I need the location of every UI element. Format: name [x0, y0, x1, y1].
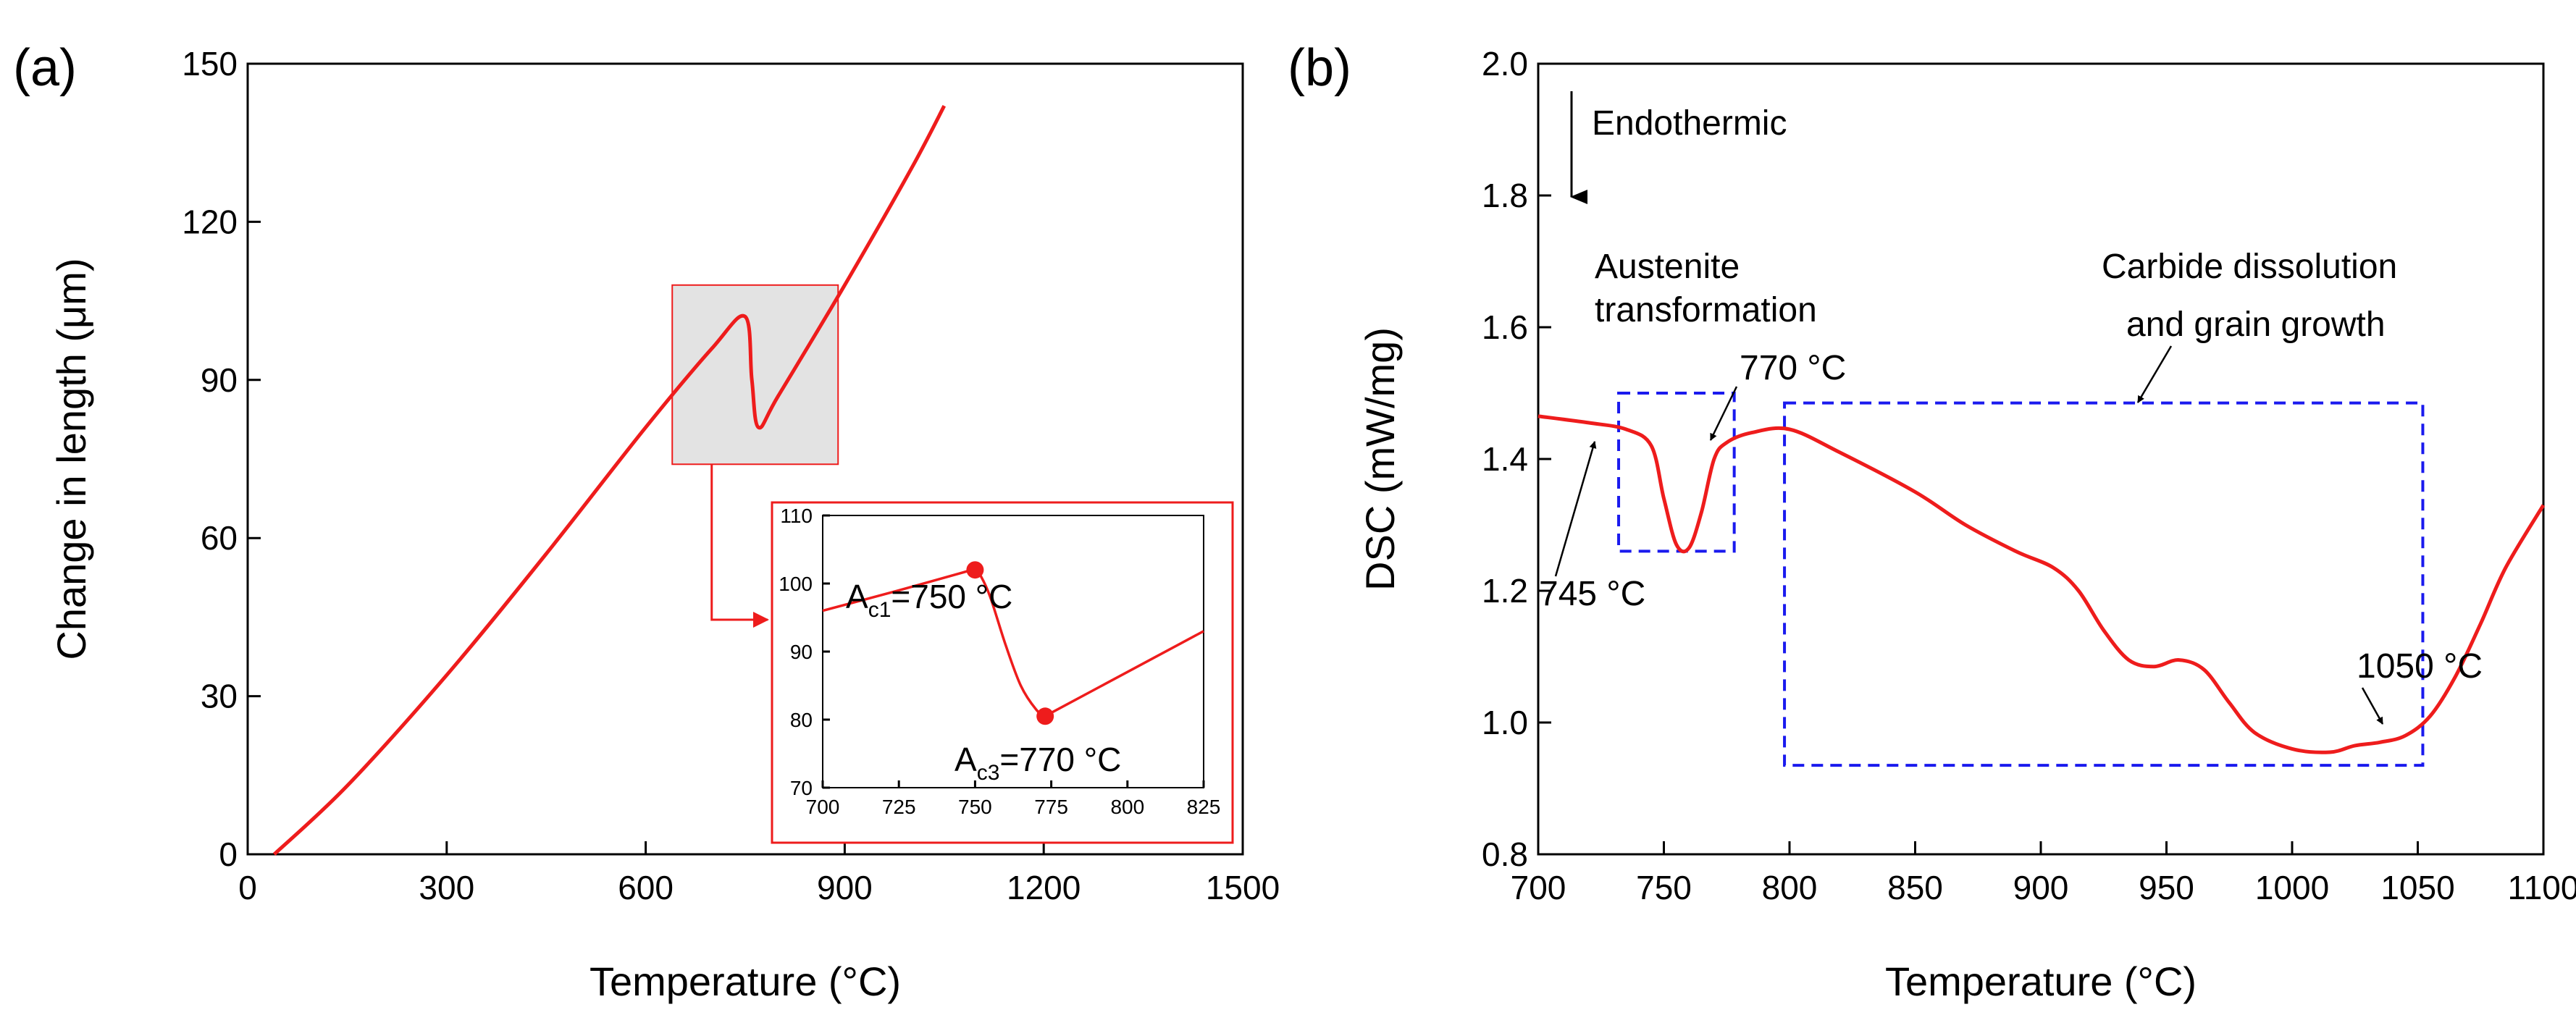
panel-a-x-tick-label: 1200	[1007, 869, 1081, 906]
austenite-label-line1: Austenite	[1595, 248, 1740, 286]
inset-x-tick-label: 750	[958, 796, 992, 818]
inset-series-line	[822, 568, 1204, 719]
panel-b-x-tick-label: 1100	[2508, 869, 2576, 906]
panel-b-x-tick-label: 1000	[2255, 869, 2329, 906]
carbide-label-line1: Carbide dissolution	[2102, 248, 2397, 286]
panel-b-y-tick-label: 0.8	[1482, 835, 1528, 873]
panel-b-y-tick-label: 1.8	[1482, 177, 1528, 214]
panel-b-label: (b)	[1288, 39, 1351, 97]
ac1-label: Ac1=750 °C	[846, 578, 1012, 622]
panel-b-x-ticks: 700 750 800 850 900 950 1000 1050 1100	[1511, 841, 2576, 906]
inset-y-tick-label: 80	[790, 709, 813, 731]
inset-y-tick-label: 90	[790, 641, 813, 663]
panel-b-y-tick-label: 1.0	[1482, 704, 1528, 741]
panel-b-frame	[1537, 62, 2545, 856]
inset-outer-border	[771, 501, 1234, 844]
inset-y-tick-label: 70	[790, 777, 813, 799]
panel-b-x-tick-label: 900	[2013, 869, 2069, 906]
t745-label: 745 °C	[1539, 575, 1645, 613]
t770-label: 770 °C	[1740, 349, 1846, 387]
panel-a-y-ticks: 0 30 60 90 120 150	[182, 45, 261, 873]
ac3-label: Ac3=770 °C	[955, 741, 1121, 785]
panel-a-x-axis-label: Temperature (°C)	[590, 959, 901, 1004]
panel-b-y-tick-label: 1.4	[1482, 440, 1528, 478]
inset-x-tick-label: 775	[1034, 796, 1068, 818]
panel-a-series-line	[272, 105, 947, 856]
inset-marker-ac1	[966, 561, 984, 579]
zoom-highlight-box	[671, 284, 839, 466]
inset-points	[966, 561, 1054, 725]
panel-a-label: (a)	[13, 39, 77, 97]
panel-a-x-tick-label: 300	[419, 869, 474, 906]
panel-a-x-tick-label: 600	[618, 869, 674, 906]
inset-chart: 700 725 750 775 800 825 70 80 90 100 110 Ac1=750 …	[771, 501, 1234, 844]
inset-x-tick-label: 800	[1110, 796, 1144, 818]
panel-b-x-tick-label: 850	[1887, 869, 1943, 906]
panel-b-series-line	[1537, 414, 2546, 754]
panel-a-x-ticks: 0 300 600 900 1200 1500	[238, 841, 1280, 906]
inset-y-tick-label: 100	[779, 573, 813, 595]
austenite-label-line2: transformation	[1595, 291, 1817, 329]
t1050-pointer-arrow	[2361, 687, 2384, 725]
panel-b-x-tick-label: 750	[1636, 869, 1692, 906]
panel-b-y-tick-label: 2.0	[1482, 45, 1528, 83]
panel-a-y-tick-label: 90	[201, 361, 238, 399]
inset-x-ticks: 700 725 750 775 800 825	[806, 780, 1221, 818]
t745-pointer-arrow	[1554, 441, 1597, 577]
panel-a-y-axis-label: Change in length (μm)	[49, 258, 94, 660]
panel-a-y-tick-label: 60	[201, 519, 238, 557]
panel-b-x-axis-label: Temperature (°C)	[1885, 959, 2197, 1004]
inset-x-tick-label: 825	[1187, 796, 1221, 818]
panel-b-y-tick-label: 1.6	[1482, 308, 1528, 346]
panel-b-x-tick-label: 950	[2139, 869, 2194, 906]
panel-b: (b) 700 750 800 850 900 950 1000 1050 1100 0.8 1.…	[1288, 39, 2576, 1004]
panel-a-x-tick-label: 900	[817, 869, 873, 906]
panel-a-y-tick-label: 30	[201, 678, 238, 715]
panel-a-y-tick-label: 0	[219, 835, 238, 873]
panel-a-y-tick-label: 120	[182, 203, 238, 240]
panel-b-x-tick-label: 1050	[2380, 869, 2454, 906]
panel-a-frame	[246, 62, 1244, 856]
carbide-region-box	[1783, 401, 2425, 767]
panel-b-x-tick-label: 700	[1511, 869, 1566, 906]
panel-b-x-tick-label: 800	[1762, 869, 1818, 906]
panel-a-x-tick-label: 1500	[1206, 869, 1280, 906]
panel-a-y-tick-label: 150	[182, 45, 238, 83]
panel-a: (a) 0 300 600 900 1200 1500 0 30 60 90 120 150 Tem…	[13, 39, 1280, 1004]
inset-x-tick-label: 700	[806, 796, 840, 818]
panel-b-y-axis-label: DSC (mW/mg)	[1357, 327, 1403, 591]
panel-b-y-tick-label: 1.2	[1482, 572, 1528, 610]
inset-x-tick-label: 725	[882, 796, 916, 818]
panel-a-x-tick-label: 0	[238, 869, 257, 906]
endothermic-label: Endothermic	[1592, 104, 1787, 143]
inset-connector-arrow	[710, 464, 769, 628]
carbide-label-line2: and grain growth	[2126, 306, 2386, 344]
inset-marker-ac3	[1036, 707, 1054, 725]
carbide-pointer-arrow	[2136, 345, 2173, 403]
inset-y-ticks: 70 80 90 100 110	[779, 505, 830, 799]
t1050-label: 1050 °C	[2357, 647, 2483, 686]
panel-b-y-ticks: 0.8 1.0 1.2 1.4 1.6 1.8 2.0	[1482, 45, 1551, 873]
inset-y-tick-label: 110	[780, 505, 813, 527]
t770-pointer-arrow	[1709, 386, 1738, 441]
austenite-region-box	[1617, 392, 1736, 553]
